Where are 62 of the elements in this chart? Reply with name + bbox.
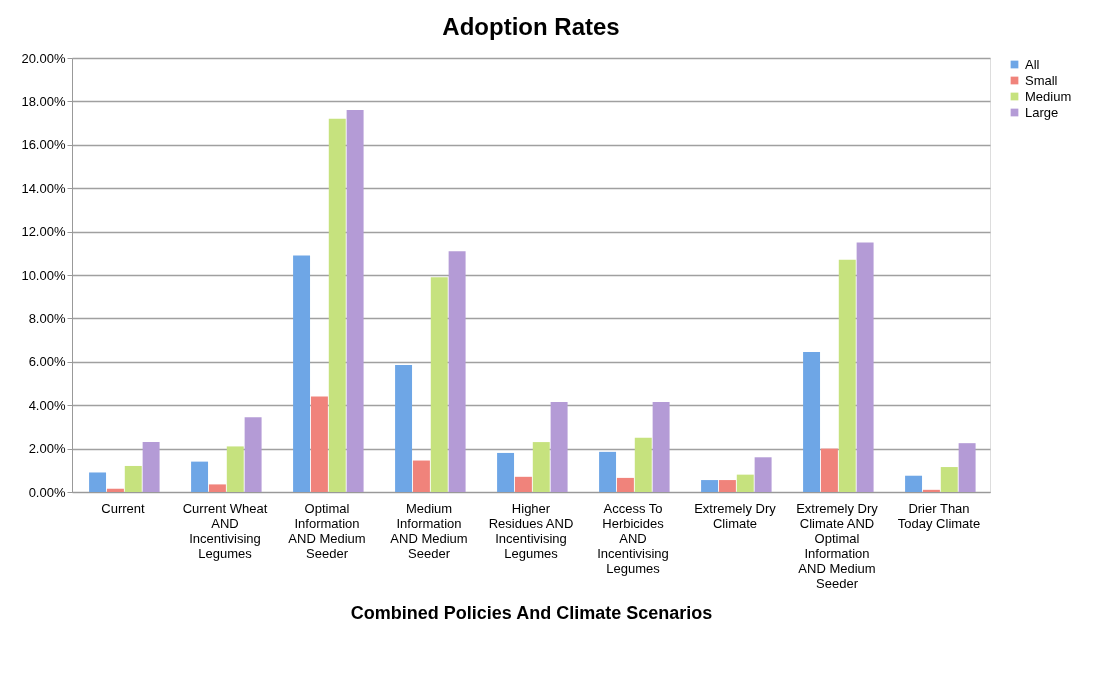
x-tick-label: Access To Herbicides AND Incentivising Legumes <box>597 500 669 576</box>
bar <box>940 467 958 492</box>
bar <box>191 461 209 492</box>
y-tick-label: 10.00% <box>21 267 66 283</box>
y-tick-label: 4.00% <box>28 397 66 413</box>
bar <box>803 352 821 492</box>
bar <box>395 365 413 492</box>
legend-label: Medium <box>1025 88 1072 104</box>
x-axis-title: Combined Policies And Climate Scenarios <box>350 602 713 623</box>
bar <box>328 118 346 492</box>
bar <box>820 448 838 492</box>
x-tick-label: Drier Than Today Climate <box>897 500 981 531</box>
y-tick-label: 12.00% <box>21 224 66 240</box>
bar <box>532 442 550 492</box>
bar <box>448 251 466 492</box>
bar <box>244 417 262 492</box>
legend-label: Large <box>1025 104 1059 120</box>
bar <box>905 475 923 492</box>
bar <box>106 488 124 492</box>
bar <box>922 489 940 492</box>
bar <box>346 110 364 492</box>
bar <box>124 465 142 492</box>
chart-title: Adoption Rates <box>442 13 620 40</box>
bar <box>754 457 772 492</box>
bar <box>838 259 856 492</box>
y-tick-label: 2.00% <box>28 441 66 457</box>
y-tick-label: 16.00% <box>21 137 66 153</box>
x-tick-label: Optimal Information AND Medium Seeder <box>288 500 366 561</box>
bar <box>208 484 226 492</box>
x-tick-label: Extremely Dry Climate <box>694 500 777 531</box>
y-tick-label: 0.00% <box>28 484 66 500</box>
bar <box>310 396 328 492</box>
y-tick-label: 6.00% <box>28 354 66 370</box>
bar <box>652 401 670 492</box>
bar <box>430 277 448 492</box>
bar <box>634 437 652 492</box>
x-tick-label: Current <box>101 500 146 516</box>
x-tick-label: Current Wheat AND Incentivising Legumes <box>182 500 268 561</box>
bar <box>718 480 736 492</box>
y-tick-label: 20.00% <box>21 50 66 66</box>
bar <box>514 476 532 492</box>
legend-label: Small <box>1025 72 1058 88</box>
y-tick-label: 18.00% <box>21 93 66 109</box>
bar <box>856 242 874 492</box>
bar <box>701 480 719 492</box>
bar <box>599 451 617 492</box>
bar <box>293 255 311 492</box>
bar <box>736 474 754 492</box>
legend-label: All <box>1025 56 1040 72</box>
bar <box>497 452 515 492</box>
y-tick-label: 14.00% <box>21 180 66 196</box>
bar <box>89 472 107 492</box>
bar <box>958 443 976 492</box>
x-tick-label: Medium Information AND Medium Seeder <box>390 500 468 561</box>
x-tick-label: Extremely Dry Climate AND Optimal Information AND Medium Seeder <box>796 500 879 591</box>
bar <box>616 477 634 492</box>
bar <box>412 460 430 492</box>
y-tick-label: 8.00% <box>28 310 66 326</box>
x-tick-label: Higher Residues AND Incentivising Legumes <box>488 500 574 561</box>
bar <box>142 442 160 492</box>
bar <box>226 446 244 492</box>
bar <box>550 401 568 492</box>
